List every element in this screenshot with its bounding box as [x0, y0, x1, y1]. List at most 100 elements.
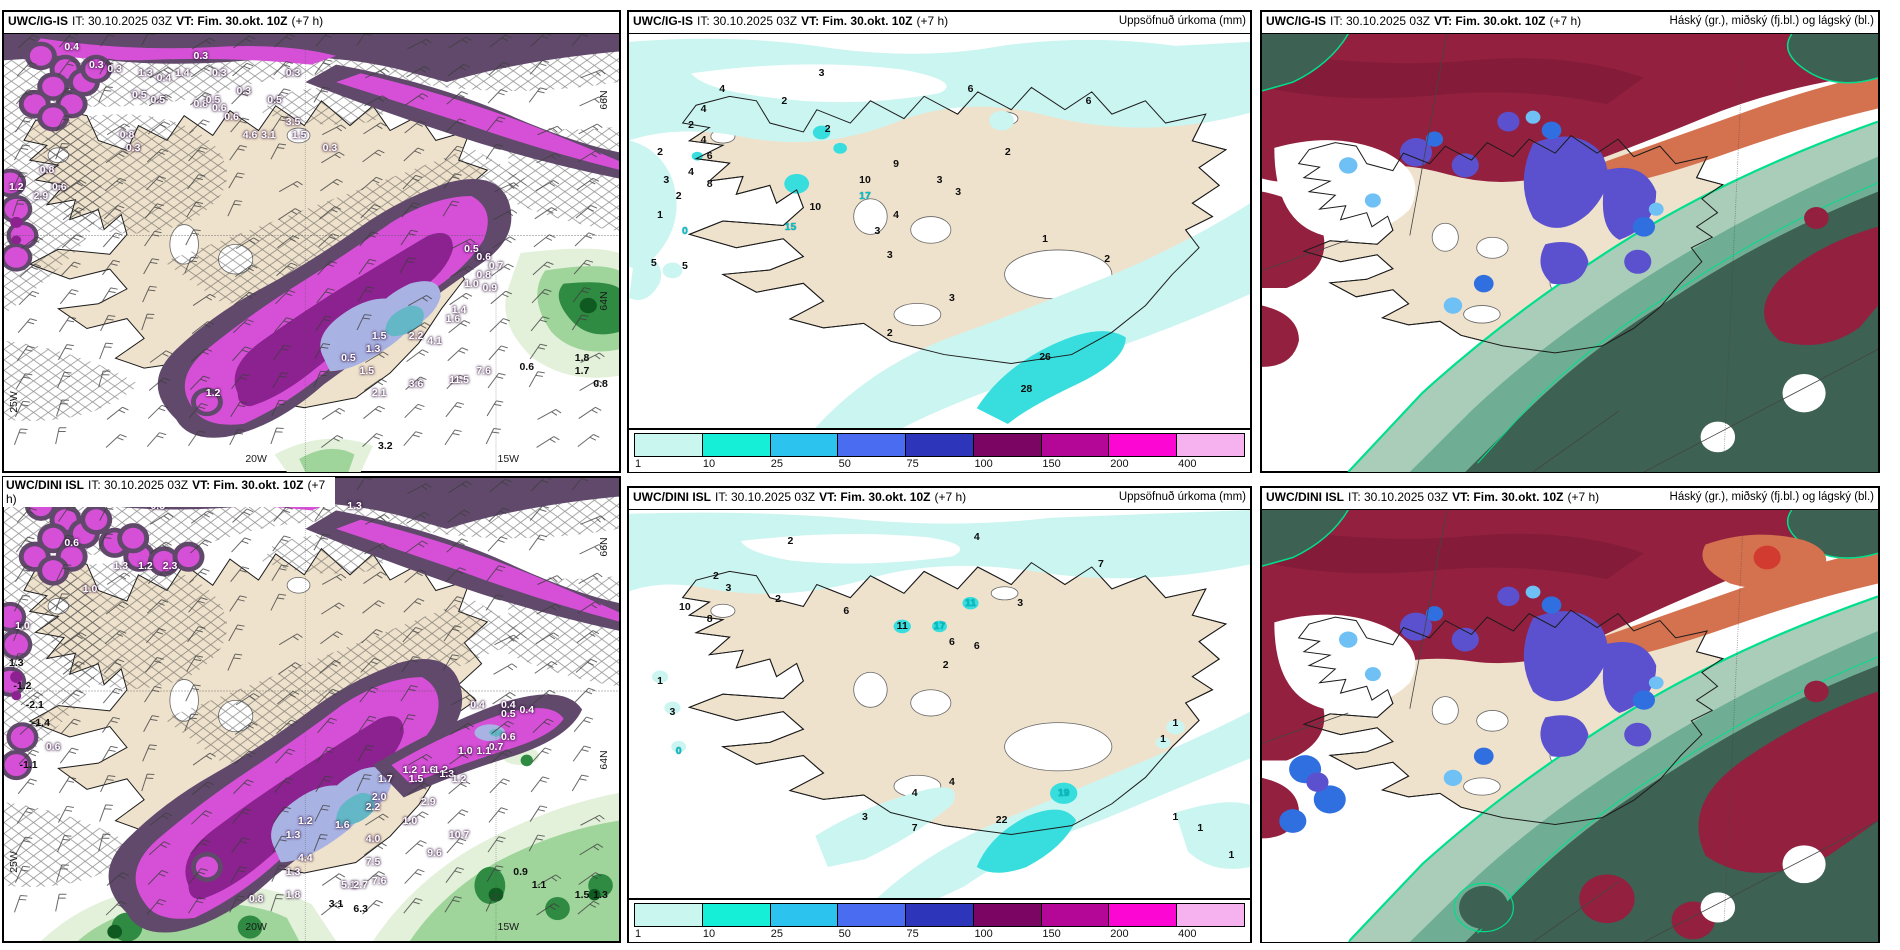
colorbar-tick: 10	[702, 458, 716, 470]
colorbar-tick: 1	[635, 928, 642, 940]
colorbar-swatch	[838, 904, 907, 926]
map-cloud-igis	[1262, 34, 1878, 472]
colorbar-tick: 25	[770, 458, 784, 470]
colorbar-tick: 75	[906, 458, 919, 470]
panel-header: UWC/DINI ISL IT: 30.10.2025 03Z VT: Fim. 3…	[1262, 488, 1878, 510]
model-name: UWC/DINI ISL	[1266, 490, 1344, 504]
colorbar-swatch	[770, 904, 839, 926]
colorbar-tick: 150	[1042, 928, 1061, 940]
axis-label-lat: 66N	[597, 537, 610, 558]
lead-time: (+7 h)	[1567, 490, 1600, 504]
panel-precip-dini: UWC/DINI ISL IT: 30.10.2025 03Z VT: Fim. 3…	[627, 486, 1252, 943]
colorbar-tick: 200	[1110, 458, 1129, 470]
model-name: UWC/IG-IS	[8, 14, 68, 28]
init-time: IT: 30.10.2025 03Z	[72, 14, 173, 28]
colorbar-swatches	[634, 903, 1245, 927]
precip-colorbar: 1 10 25 50 75 100 150 200 400	[629, 428, 1250, 472]
map-precip-dini: 2 4 7 2 3 10 8 2 6 11 11 17 6 6 2 3 1 3 0 1 1 4 4 3 7 22 19 1 1 1	[629, 510, 1250, 898]
panel-header: UWC/IG-IS IT: 30.10.2025 03Z VT: Fim. 30.o…	[1262, 12, 1878, 34]
colorbar-tick: 200	[1110, 928, 1129, 940]
colorbar-swatch	[635, 904, 703, 926]
map-wind-precip-dini: 0.31.30.61.31.22.31.01.01.3-1.2-2.1-1.40…	[4, 478, 619, 941]
colorbar-swatch	[770, 434, 839, 456]
header-left: UWC/IG-IS IT: 30.10.2025 03Z VT: Fim. 30.o…	[1266, 12, 1581, 33]
axis-label-lat: 64N	[597, 291, 610, 311]
axis-label-lon: 25W	[7, 851, 20, 874]
panel-precip-igis: UWC/IG-IS IT: 30.10.2025 03Z VT: Fim. 30.o…	[627, 10, 1252, 473]
colorbar-ticks: 1 10 25 50 75 100 150 200 400	[634, 927, 1245, 943]
colorbar-tick: 400	[1178, 928, 1197, 940]
colorbar-tick: 150	[1042, 458, 1061, 470]
lead-time: (+7 h)	[916, 14, 949, 28]
colorbar-swatch	[1041, 904, 1110, 926]
model-name: UWC/IG-IS	[1266, 14, 1326, 28]
init-time: IT: 30.10.2025 03Z	[697, 14, 798, 28]
header-left: UWC/DINI ISL IT: 30.10.2025 03Z VT: Fim. 3…	[633, 488, 966, 509]
model-name: UWC/DINI ISL	[6, 478, 84, 492]
colorbar-tick: 50	[838, 928, 851, 940]
valid-time: VT: Fim. 30.okt. 10Z	[1434, 14, 1546, 28]
init-time: IT: 30.10.2025 03Z	[1348, 490, 1449, 504]
init-time: IT: 30.10.2025 03Z	[1330, 14, 1431, 28]
colorbar-tick: 50	[838, 458, 851, 470]
colorbar-swatches	[634, 433, 1245, 457]
axis-label-lon: 15W	[497, 921, 520, 934]
lead-time: (+7 h)	[291, 14, 324, 28]
lead-time: (+7 h)	[1549, 14, 1582, 28]
lead-time: (+7 h)	[6, 478, 326, 506]
valid-time: VT: Fim. 30.okt. 10Z	[192, 478, 304, 492]
axis-label-lon: 25W	[7, 391, 20, 413]
axis-label-lon: 15W	[497, 452, 520, 465]
colorbar-tick: 75	[906, 928, 919, 940]
colorbar-swatch	[838, 434, 907, 456]
axis-label-lon: 20W	[245, 921, 267, 934]
colorbar-tick: 10	[702, 928, 716, 940]
colorbar-swatch	[702, 434, 771, 456]
colorbar-swatch	[1041, 434, 1110, 456]
panel-header: UWC/DINI ISL IT: 30.10.2025 03Z VT: Fim. 3…	[629, 488, 1250, 510]
init-time: IT: 30.10.2025 03Z	[88, 478, 189, 492]
colorbar-tick: 100	[974, 928, 993, 940]
precip-colorbar: 1 10 25 50 75 100 150 200 400	[629, 898, 1250, 942]
panel-header: UWC/IG-IS IT: 30.10.2025 03Z VT: Fim. 30.o…	[629, 12, 1250, 34]
colorbar-swatch	[973, 904, 1042, 926]
colorbar-tick: 25	[770, 928, 784, 940]
colorbar-swatch	[906, 434, 974, 456]
valid-time: VT: Fim. 30.okt. 10Z	[801, 14, 913, 28]
map-cloud-dini	[1262, 510, 1878, 942]
model-name: UWC/IG-IS	[633, 14, 693, 28]
colorbar-swatch	[702, 904, 771, 926]
panel-cloud-igis: UWC/IG-IS IT: 30.10.2025 03Z VT: Fim. 30.o…	[1260, 10, 1880, 473]
map-wind-precip-igis: 0.4 0.3 0.3 1.3 0.4 1.4 0.3 0.3 0.3 0.3 0.5 0.5 0.8 0…	[4, 34, 619, 472]
colorbar-swatch	[973, 434, 1042, 456]
panel-cloud-dini: UWC/DINI ISL IT: 30.10.2025 03Z VT: Fim. 3…	[1260, 486, 1880, 943]
colorbar-tick: 100	[974, 458, 993, 470]
valid-time: VT: Fim. 30.okt. 10Z	[176, 14, 288, 28]
colorbar-swatch	[906, 904, 974, 926]
panel-header: UWC/DINI ISL IT: 30.10.2025 03Z VT: Fim. 3…	[3, 477, 335, 507]
colorbar-swatch	[635, 434, 703, 456]
field-title: Háský (gr.), miðský (fj.bl.) og lágský (…	[1669, 491, 1874, 503]
colorbar-swatch	[1109, 434, 1178, 456]
panel-wind-dini: UWC/DINI ISL IT: 30.10.2025 03Z VT: Fim. 3…	[2, 476, 621, 943]
model-name: UWC/DINI ISL	[633, 490, 711, 504]
colorbar-swatch	[1177, 904, 1245, 926]
header-left: UWC/DINI ISL IT: 30.10.2025 03Z VT: Fim. 3…	[1266, 488, 1599, 509]
panel-header: UWC/IG-IS IT: 30.10.2025 03Z VT: Fim. 30.o…	[4, 12, 619, 34]
valid-time: VT: Fim. 30.okt. 10Z	[819, 490, 931, 504]
colorbar-ticks: 1 10 25 50 75 100 150 200 400	[634, 457, 1245, 473]
header-left: UWC/DINI ISL IT: 30.10.2025 03Z VT: Fim. 3…	[6, 478, 325, 506]
init-time: IT: 30.10.2025 03Z	[715, 490, 816, 504]
field-title: Háský (gr.), miðský (fj.bl.) og lágský (…	[1669, 15, 1874, 27]
colorbar-tick: 1	[635, 458, 642, 470]
header-left: UWC/IG-IS IT: 30.10.2025 03Z VT: Fim. 30.o…	[633, 12, 948, 33]
colorbar-swatch	[1177, 434, 1245, 456]
map-precip-igis: 3 6 2 4 4 2 4 6 4 8 2 9 10 17 10 15 4 3 3 3 3 2 6 2 3 2 1 0 5 5 1 3 2 26 2…	[629, 34, 1250, 428]
axis-label-lat: 66N	[597, 90, 610, 110]
axis-label-lat: 64N	[597, 750, 610, 771]
colorbar-swatch	[1109, 904, 1178, 926]
lead-time: (+7 h)	[934, 490, 967, 504]
valid-time: VT: Fim. 30.okt. 10Z	[1452, 490, 1564, 504]
axis-label-lon: 20W	[245, 452, 267, 465]
field-title: Uppsöfnuð úrkoma (mm)	[1118, 491, 1246, 503]
